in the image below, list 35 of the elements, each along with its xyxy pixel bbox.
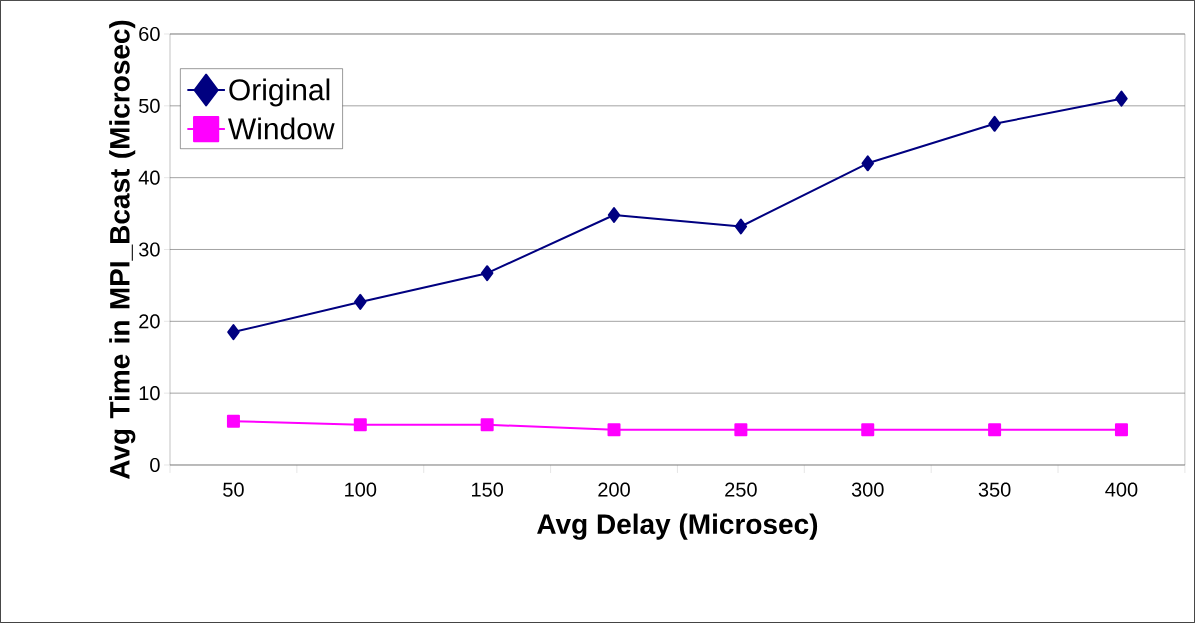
x-tick-label: 200 — [598, 482, 630, 497]
y-tick-label: 20 — [139, 314, 160, 329]
x-tick-label: 350 — [978, 482, 1011, 497]
x-axis-title: Avg Delay (Microsec) — [537, 513, 818, 540]
y-tick-label: 10 — [139, 386, 160, 401]
point — [988, 115, 1001, 132]
y-axis-title: Avg Time in MPI_Bcast (Microsec) — [109, 20, 136, 480]
point — [480, 265, 494, 282]
point — [354, 293, 367, 310]
point — [607, 423, 621, 437]
point — [734, 218, 748, 235]
x-tick-label: 400 — [1105, 482, 1138, 497]
y-tick-label: 40 — [138, 170, 160, 185]
y-tick-label: 30 — [139, 242, 160, 257]
point — [226, 414, 240, 428]
x-tick-label: 300 — [851, 482, 884, 497]
point — [227, 324, 240, 341]
x-tick-label: 100 — [345, 482, 377, 497]
point — [353, 418, 367, 432]
point — [734, 423, 748, 437]
point — [607, 207, 621, 224]
x-tick-label: 250 — [725, 482, 757, 497]
point — [861, 155, 874, 172]
point — [1114, 423, 1128, 437]
point — [988, 423, 1002, 437]
y-tick-label: 50 — [139, 98, 160, 113]
point — [480, 418, 494, 432]
point — [1115, 90, 1128, 107]
y-tick-label: 60 — [139, 26, 160, 42]
y-tick-label: 0 — [150, 457, 160, 473]
x-tick-label: 150 — [472, 482, 504, 497]
legend-label: Original — [229, 78, 330, 107]
x-tick-label: 50 — [223, 482, 244, 497]
point — [861, 423, 875, 437]
legend-label: Window — [228, 117, 335, 140]
